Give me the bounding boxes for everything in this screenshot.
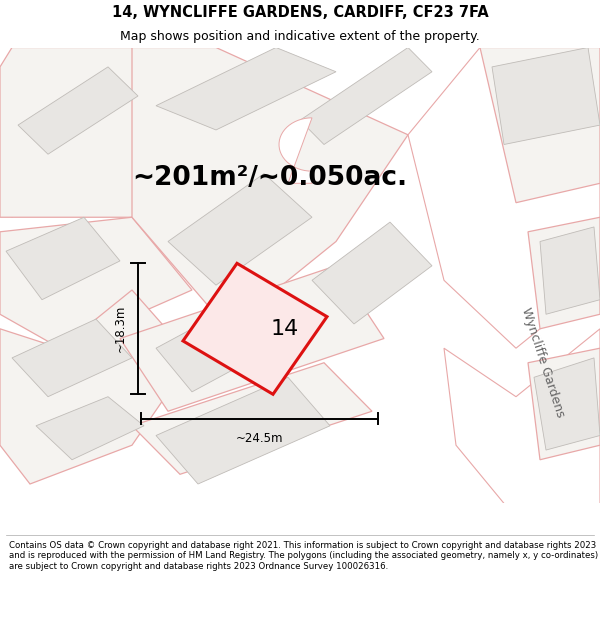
Polygon shape [480,48,600,202]
Text: ~201m²/~0.050ac.: ~201m²/~0.050ac. [132,166,407,191]
Polygon shape [132,48,408,329]
Text: ~18.3m: ~18.3m [114,305,127,352]
Text: Wyncliffe Gardens: Wyncliffe Gardens [519,306,567,419]
Text: 14, WYNCLIFFE GARDENS, CARDIFF, CF23 7FA: 14, WYNCLIFFE GARDENS, CARDIFF, CF23 7FA [112,5,488,20]
Polygon shape [132,48,252,125]
Polygon shape [528,348,600,460]
Polygon shape [300,48,432,144]
Polygon shape [156,48,336,130]
Polygon shape [492,48,600,144]
Polygon shape [0,48,192,217]
Polygon shape [18,67,138,154]
Polygon shape [183,263,327,394]
Polygon shape [156,290,300,392]
Polygon shape [0,290,192,484]
Polygon shape [0,217,192,348]
Polygon shape [534,358,600,450]
Polygon shape [60,48,240,135]
Polygon shape [444,329,600,532]
Polygon shape [6,217,120,300]
Text: Contains OS data © Crown copyright and database right 2021. This information is : Contains OS data © Crown copyright and d… [9,541,598,571]
Polygon shape [0,120,84,218]
Polygon shape [312,222,432,324]
Polygon shape [198,135,288,329]
Text: Map shows position and indicative extent of the property.: Map shows position and indicative extent… [120,29,480,42]
Polygon shape [279,118,312,183]
Polygon shape [540,227,600,314]
Polygon shape [528,217,600,329]
Polygon shape [12,319,132,397]
Polygon shape [132,362,372,474]
Text: 14: 14 [271,319,299,339]
Text: ~24.5m: ~24.5m [236,432,283,445]
Polygon shape [408,48,600,348]
Polygon shape [36,397,144,460]
Polygon shape [156,378,330,484]
Polygon shape [168,174,312,285]
Polygon shape [0,503,600,532]
Polygon shape [120,266,384,411]
